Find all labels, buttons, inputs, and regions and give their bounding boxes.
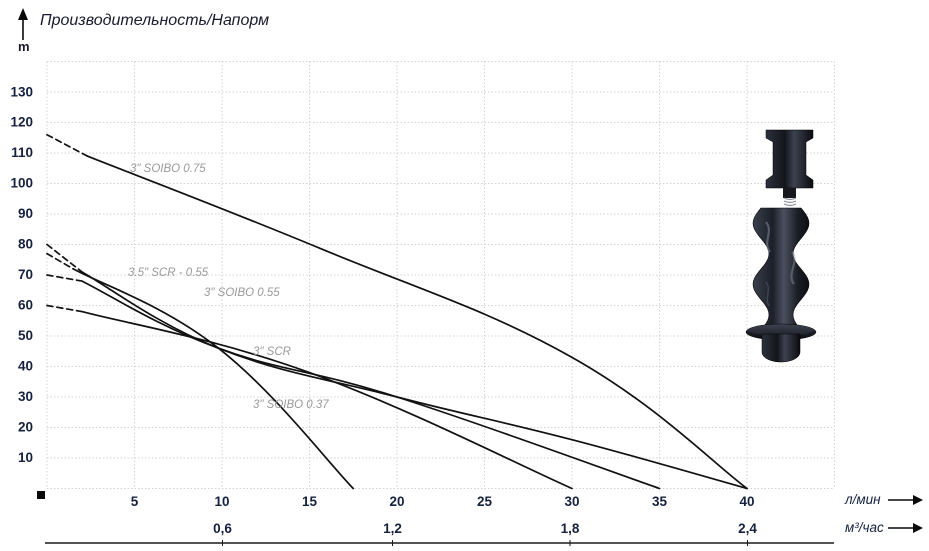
svg-text:15: 15 — [302, 494, 318, 509]
svg-text:20: 20 — [18, 420, 33, 435]
svg-text:м³/час: м³/час — [845, 520, 884, 535]
svg-text:30: 30 — [18, 389, 33, 404]
svg-text:120: 120 — [10, 115, 33, 130]
svg-text:Производительность/Напорм: Производительность/Напорм — [40, 12, 269, 29]
svg-text:3.5" SCR - 0.55: 3.5" SCR - 0.55 — [128, 267, 209, 279]
svg-text:50: 50 — [18, 328, 33, 343]
svg-text:60: 60 — [18, 298, 33, 313]
svg-text:2,4: 2,4 — [738, 521, 757, 536]
svg-text:3" SOIBO 0.37: 3" SOIBO 0.37 — [253, 399, 329, 411]
svg-text:0,6: 0,6 — [213, 521, 232, 536]
svg-text:40: 40 — [18, 359, 33, 374]
svg-text:25: 25 — [477, 494, 493, 509]
svg-text:90: 90 — [18, 206, 33, 221]
svg-text:5: 5 — [131, 494, 139, 509]
svg-text:100: 100 — [10, 176, 33, 191]
svg-text:20: 20 — [389, 494, 404, 509]
svg-text:80: 80 — [18, 237, 33, 252]
svg-text:3" SCR: 3" SCR — [253, 346, 291, 358]
svg-text:40: 40 — [739, 494, 754, 509]
svg-text:130: 130 — [10, 85, 33, 100]
svg-text:л/мин: л/мин — [844, 492, 881, 507]
svg-text:m: m — [18, 39, 30, 54]
svg-text:1,2: 1,2 — [383, 521, 402, 536]
svg-text:1,8: 1,8 — [561, 521, 580, 536]
svg-text:35: 35 — [652, 494, 668, 509]
svg-text:3" SOIBO 0.55: 3" SOIBO 0.55 — [204, 287, 280, 299]
svg-text:3" SOIBO 0.75: 3" SOIBO 0.75 — [130, 163, 206, 175]
svg-text:110: 110 — [11, 145, 33, 160]
svg-text:10: 10 — [18, 450, 33, 465]
svg-text:70: 70 — [18, 267, 33, 282]
svg-text:10: 10 — [214, 494, 229, 509]
svg-text:30: 30 — [564, 494, 579, 509]
